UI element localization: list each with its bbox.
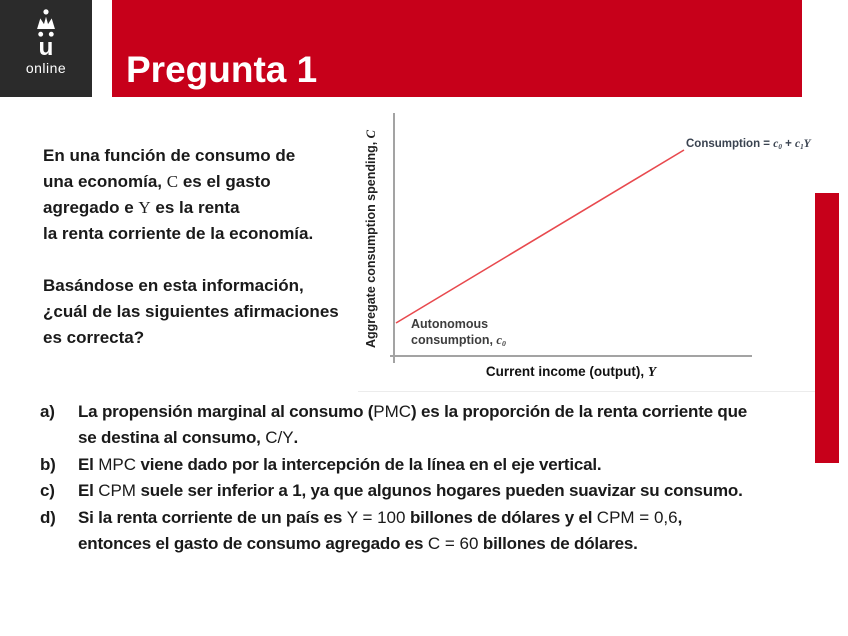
logo-box: u online [0,0,92,97]
option-text: Si la renta corriente de un país es Y = … [78,505,825,558]
option-text-line: El CPM suele ser inferior a 1, ya que al… [78,481,743,501]
question-line: la renta corriente de la economía. [43,224,314,243]
chart-intercept-label: Autonomous consumption, c0 [411,316,506,352]
logo-mark-letter: u [39,34,54,59]
chart-y-axis [393,113,395,363]
option-text-line: La propensión marginal al consumo (PMC) … [78,402,748,421]
chart-x-axis [390,355,752,357]
chart-plot [395,149,685,324]
consumption-chart: Aggregate consumption spending, C Consum… [358,105,816,392]
option-marker: d) [40,507,56,527]
header-bar: Pregunta 1 [112,0,802,97]
option-text-line: Si la renta corriente de un país es Y = … [78,507,683,527]
option-marker: c) [40,481,55,501]
consumption-line [395,149,685,324]
question-paragraph-1: En una función de consumo de una economí… [43,143,378,247]
answer-options: a) La propensión marginal al consumo (PM… [40,399,825,557]
option-marker: a) [40,402,55,421]
option-row-a: a) La propensión marginal al consumo (PM… [40,399,825,452]
option-text-line: se destina al consumo, C/Y. [78,428,299,448]
option-text-line: El MPC viene dado por la intercepción de… [78,454,602,474]
option-row-d: d) Si la renta corriente de un país es Y… [40,505,825,558]
option-text: El CPM suele ser inferior a 1, ya que al… [78,478,825,504]
option-row-b: b) El MPC viene dado por la intercepción… [40,452,825,478]
option-text: El MPC viene dado por la intercepción de… [78,452,825,478]
accent-bar [815,193,839,463]
intercept-label-line-2: consumption, c0 [411,333,506,349]
question-line: es correcta? [43,328,145,347]
question-line: ¿cuál de las siguientes afirmaciones [43,302,339,321]
logo-online-label: online [25,60,67,76]
question-line: una economía, C es el gasto [43,172,271,191]
page-title: Pregunta 1 [126,49,318,90]
option-row-c: c) El CPM suele ser inferior a 1, ya que… [40,478,825,504]
crowned-u-icon: u [37,9,55,59]
option-text-line: entonces el gasto de consumo agregado es… [78,534,638,554]
question-line: En una función de consumo de [43,146,296,165]
chart-equation-label: Consumption = c0 + c1Y [686,138,811,151]
question-paragraph-2: Basándose en esta información, ¿cuál de … [43,273,378,351]
intercept-label-line-1: Autonomous [411,317,489,331]
option-marker: b) [40,454,56,474]
question-line: agregado e Y es la renta [43,198,240,217]
question-line: Basándose en esta información, [43,276,304,295]
question-text: En una función de consumo de una economí… [43,143,378,351]
chart-x-axis-label: Current income (output), Y [485,364,657,379]
option-text: La propensión marginal al consumo (PMC) … [78,399,825,452]
